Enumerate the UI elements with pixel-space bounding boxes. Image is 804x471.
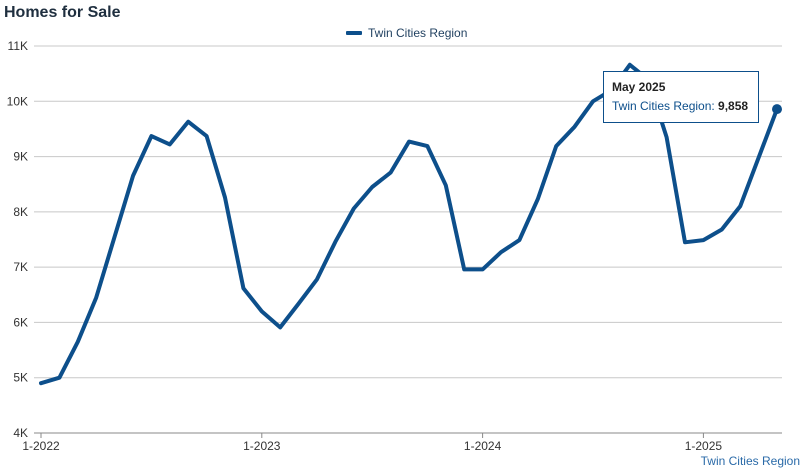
y-tick-label: 4K: [13, 426, 28, 440]
legend[interactable]: Twin Cities Region: [346, 26, 467, 40]
y-tick-label: 10K: [7, 94, 28, 108]
source-label: Twin Cities Region: [700, 454, 800, 468]
y-tick-label: 7K: [13, 260, 28, 274]
legend-swatch: [346, 31, 362, 35]
y-tick-label: 11K: [8, 39, 28, 53]
y-tick-label: 9K: [13, 150, 28, 164]
x-tick-label: 1-2025: [685, 439, 723, 453]
legend-label: Twin Cities Region: [368, 26, 468, 40]
x-tick-label: 1-2023: [243, 439, 281, 453]
y-tick-label: 5K: [13, 371, 28, 385]
gridlines: [34, 45, 782, 434]
x-axis: 1-2022 1-2023 1-2024 1-2025: [22, 433, 722, 453]
y-tick-label: 8K: [13, 205, 28, 219]
tooltip-series-name: Twin Cities Region: [612, 99, 712, 113]
highlighted-point[interactable]: [772, 104, 782, 115]
y-tick-label: 6K: [13, 315, 28, 329]
chart-title: Homes for Sale: [4, 4, 121, 21]
tooltip-value: 9,858: [718, 99, 749, 113]
x-tick-label: 1-2024: [464, 439, 502, 453]
tooltip: May 2025 Twin Cities Region: 9,858: [603, 71, 759, 123]
tooltip-title: May 2025: [612, 80, 666, 94]
x-tick-label: 1-2022: [22, 439, 60, 453]
y-axis: 4K 5K 6K 7K 8K 9K 10K 11K: [7, 39, 28, 440]
